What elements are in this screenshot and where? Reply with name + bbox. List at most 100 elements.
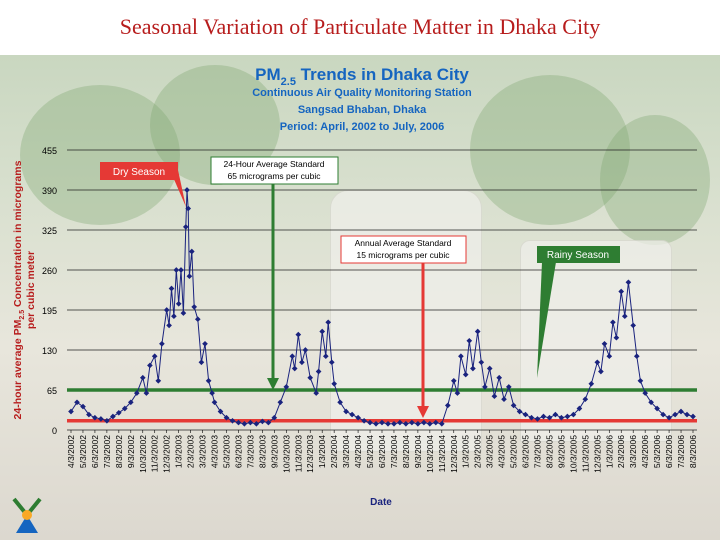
annual-standard-label-2: 15 micrograms per cubic xyxy=(356,250,450,260)
daily-standard-label-2: 65 micrograms per cubic xyxy=(227,171,321,181)
x-tick-label: 6/3/2002 xyxy=(90,435,100,468)
data-point xyxy=(171,313,177,320)
data-point xyxy=(491,393,498,400)
data-point xyxy=(684,411,690,418)
data-point xyxy=(184,187,190,193)
x-tick-label: 6/3/2004 xyxy=(377,435,387,468)
data-point xyxy=(516,408,523,415)
data-point xyxy=(277,399,284,406)
data-point xyxy=(151,353,158,360)
data-point xyxy=(235,419,242,426)
x-tick-label: 11/3/2005 xyxy=(580,435,590,472)
data-point xyxy=(211,399,218,406)
data-point xyxy=(625,279,632,286)
data-point xyxy=(654,405,660,412)
data-point xyxy=(409,419,415,426)
data-point xyxy=(198,359,205,366)
x-tick-label: 4/3/2006 xyxy=(640,435,650,468)
data-point xyxy=(155,377,162,384)
x-tick-label: 7/3/2004 xyxy=(389,435,399,468)
data-point xyxy=(666,414,672,421)
data-point xyxy=(315,368,322,375)
data-point xyxy=(247,419,254,426)
data-point xyxy=(391,420,397,427)
data-point xyxy=(501,396,507,403)
data-point xyxy=(415,420,421,427)
data-point xyxy=(343,408,349,415)
chart-subtitle-line: Continuous Air Quality Monitoring Statio… xyxy=(252,87,472,99)
data-point xyxy=(173,267,180,273)
data-point xyxy=(486,365,493,372)
data-point xyxy=(168,285,175,292)
data-point xyxy=(510,402,517,409)
x-tick-label: 11/3/2004 xyxy=(437,435,447,472)
x-tick-label: 5/3/2004 xyxy=(365,435,375,468)
data-point xyxy=(186,273,193,280)
x-tick-label: 4/3/2003 xyxy=(210,435,220,468)
data-point xyxy=(253,420,260,427)
x-tick-label: 1/3/2004 xyxy=(317,435,327,468)
data-point xyxy=(127,399,134,406)
data-point xyxy=(385,420,391,427)
data-point xyxy=(133,390,140,396)
x-tick-label: 3/3/2003 xyxy=(198,435,208,468)
x-tick-label: 2/3/2003 xyxy=(186,435,196,468)
data-point xyxy=(328,359,335,366)
data-point xyxy=(610,319,616,326)
y-axis-label-line2: per cubic meter xyxy=(25,251,37,329)
x-tick-label: 10/3/2004 xyxy=(425,435,435,473)
x-tick-label: 10/3/2002 xyxy=(138,435,148,473)
data-point xyxy=(223,414,230,421)
data-point xyxy=(552,411,559,418)
monitoring-station-building xyxy=(330,190,482,452)
data-point xyxy=(331,380,338,387)
data-point xyxy=(588,380,595,387)
x-tick-label: 1/3/2003 xyxy=(174,435,184,468)
x-tick-label: 3/3/2006 xyxy=(628,435,638,468)
data-point xyxy=(104,417,110,424)
data-point xyxy=(540,413,547,420)
data-point xyxy=(337,399,343,406)
data-point xyxy=(482,384,488,390)
x-tick-label: 6/3/2006 xyxy=(664,435,674,468)
data-point xyxy=(496,374,503,381)
data-point xyxy=(637,377,644,384)
x-tick-label: 8/3/2005 xyxy=(544,435,554,468)
data-point xyxy=(159,340,165,347)
data-point xyxy=(175,300,182,307)
x-axis-ticks: 4/3/2002 5/3/2002 6/3/2002 7/3/2002 8/3/2002… xyxy=(66,430,698,473)
data-point xyxy=(466,337,473,344)
data-point xyxy=(621,313,628,320)
y-axis-ticks: 0 65 130 195 260 325 390 455 xyxy=(42,146,57,436)
data-point xyxy=(690,413,696,420)
annual-standard-arrowhead xyxy=(417,406,429,418)
y-tick-label: 65 xyxy=(47,386,57,396)
data-point xyxy=(648,399,654,406)
data-point xyxy=(139,374,146,381)
data-point xyxy=(678,408,684,415)
annual-standard-label-1: Annual Average Standard xyxy=(355,238,452,248)
y-tick-label: 390 xyxy=(42,186,57,196)
data-point xyxy=(373,420,379,427)
x-tick-label: 9/3/2005 xyxy=(556,435,566,468)
data-point xyxy=(564,413,571,420)
data-point xyxy=(163,307,170,313)
data-point xyxy=(379,419,385,426)
x-tick-label: 12/3/2002 xyxy=(162,435,172,473)
data-point xyxy=(594,359,601,366)
data-point xyxy=(259,418,266,425)
x-tick-label: 2/3/2004 xyxy=(329,435,339,468)
y-axis-label-rest: Concentration in micrograms xyxy=(12,160,24,310)
data-point xyxy=(558,414,565,421)
x-tick-label: 5/3/2002 xyxy=(78,435,88,468)
x-tick-label: 11/3/2003 xyxy=(293,435,303,472)
y-tick-label: 260 xyxy=(42,266,57,276)
x-tick-label: 9/3/2004 xyxy=(413,435,423,468)
x-tick-label: 5/3/2003 xyxy=(222,435,232,468)
data-point xyxy=(299,359,305,366)
data-point xyxy=(355,414,361,421)
daily-standard-label-1: 24-Hour Average Standard xyxy=(224,159,325,169)
data-point xyxy=(660,411,666,418)
y-tick-label: 195 xyxy=(42,306,57,316)
data-point xyxy=(194,316,201,323)
